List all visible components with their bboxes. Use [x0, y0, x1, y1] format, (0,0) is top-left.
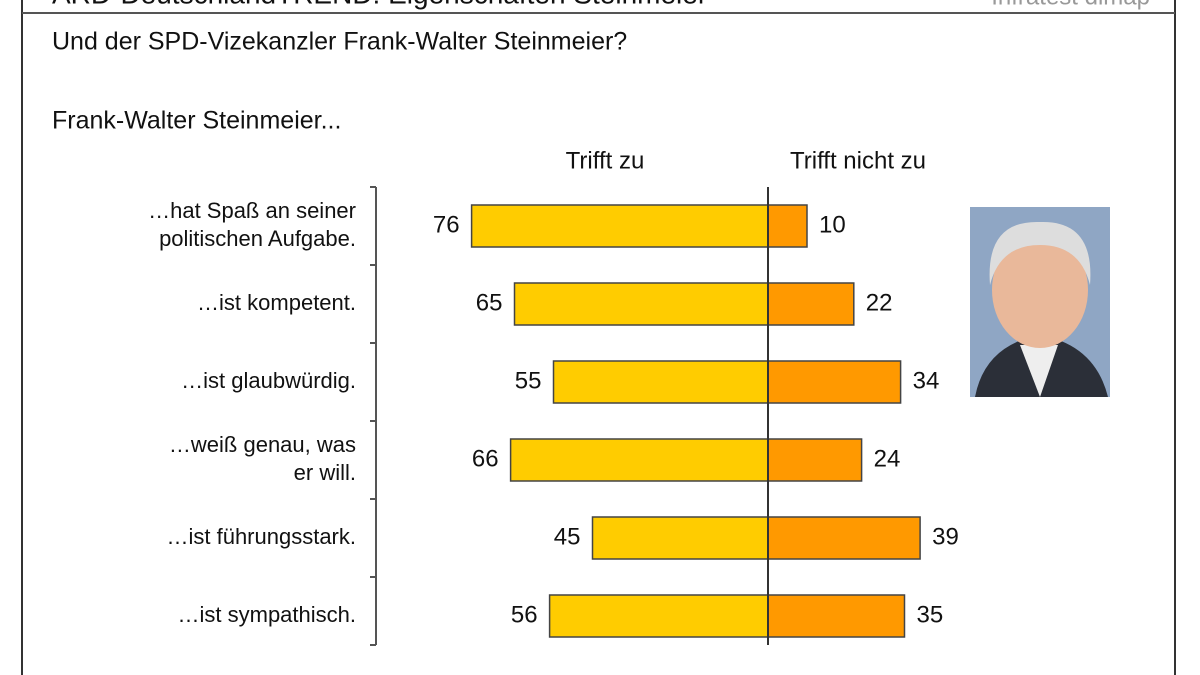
category-label: …ist sympathisch.	[178, 602, 357, 627]
bar-right	[767, 282, 855, 326]
value-label: 66	[472, 445, 499, 472]
legend-right: Trifft nicht zu	[790, 147, 926, 174]
value-label: 55	[515, 367, 542, 394]
bar-right	[767, 516, 921, 560]
category-label: …ist glaubwürdig.	[181, 368, 356, 393]
value-label: 10	[819, 211, 846, 238]
lead: Frank-Walter Steinmeier...	[52, 107, 341, 135]
value-label: 34	[913, 367, 940, 394]
bar-left	[548, 594, 769, 638]
category-label: …weiß genau, was er will.	[169, 432, 356, 485]
value-label: 65	[476, 289, 503, 316]
value-label: 45	[554, 523, 581, 550]
photo	[970, 207, 1110, 397]
category-label: …ist kompetent.	[197, 290, 356, 315]
chart-title: ARD-DeutschlandTREND: Eigenschaften Stei…	[52, 0, 707, 9]
bar-left	[470, 204, 769, 248]
bar-right	[767, 594, 906, 638]
category-label: …ist führungsstark.	[166, 524, 356, 549]
legend-left: Trifft zu	[566, 147, 645, 174]
value-label: 35	[917, 601, 944, 628]
bar-left	[509, 438, 769, 482]
value-label: 39	[932, 523, 959, 550]
value-label: 22	[866, 289, 893, 316]
bar-right	[767, 438, 863, 482]
value-label: 76	[433, 211, 460, 238]
bar-right	[767, 204, 808, 248]
value-label: 24	[874, 445, 901, 472]
bar-right	[767, 360, 902, 404]
bar-left	[513, 282, 769, 326]
category-label: …hat Spaß an seiner politischen Aufgabe.	[148, 198, 356, 251]
value-label: 56	[511, 601, 538, 628]
bar-left	[552, 360, 769, 404]
source: Infratest dimap	[991, 0, 1150, 10]
subtitle: Und der SPD-Vizekanzler Frank-Walter Ste…	[52, 28, 627, 56]
bar-left	[591, 516, 769, 560]
